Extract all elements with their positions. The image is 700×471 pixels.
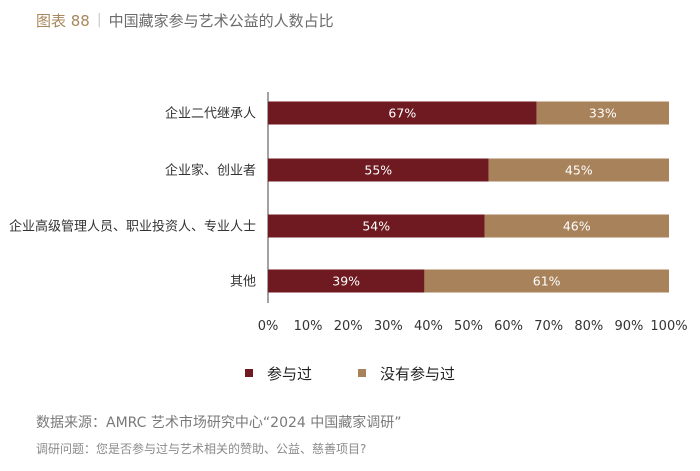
x-tick-label: 20% [334, 319, 363, 334]
title-divider: | [96, 12, 102, 28]
bar-participated [268, 269, 425, 293]
figure-title: 中国藏家参与艺术公益的人数占比 [108, 11, 334, 30]
x-tick-label: 40% [414, 319, 443, 334]
x-tick-label: 70% [534, 319, 563, 334]
x-tick-label: 60% [494, 319, 523, 334]
category-label: 其他 [230, 275, 256, 290]
legend-item-participated: 参与过 [244, 363, 312, 384]
data-source-note: 数据来源：AMRC 艺术市场研究中心“2024 中国藏家调研” [36, 415, 402, 431]
bar-not-participated [536, 101, 669, 125]
figure-header: 图表 88 | 中国藏家参与艺术公益的人数占比 [36, 8, 334, 32]
bar-value-label-not-participated: 61% [533, 274, 561, 289]
x-tick-label: 30% [374, 319, 403, 334]
x-tick-label: 0% [258, 319, 279, 334]
bar-value-label-not-participated: 46% [563, 219, 591, 234]
category-label: 企业高级管理人员、职业投资人、专业人士 [9, 219, 256, 235]
x-tick-label: 80% [574, 319, 603, 334]
category-label: 企业家、创业者 [165, 163, 256, 179]
stacked-bar-chart: 企业二代继承人 67% 33% 企业家、创业者 55% 45% 企业高级管理人员、职业投资人… [9, 92, 688, 334]
x-tick-label: 100% [650, 319, 687, 334]
bar-participated [268, 158, 489, 182]
bar-not-participated [488, 158, 669, 182]
legend-label-participated: 参与过 [266, 364, 312, 383]
x-tick-label: 10% [294, 319, 323, 334]
bar-not-participated [424, 269, 669, 293]
bar-value-label-not-participated: 33% [589, 106, 617, 121]
legend-swatch-not-participated [358, 369, 366, 377]
chart-legend: 参与过 没有参与过 [0, 361, 700, 385]
legend-swatch-participated [244, 369, 253, 377]
bar-value-label-participated: 54% [362, 219, 390, 234]
category-label: 企业二代继承人 [165, 106, 256, 122]
bar-not-participated [484, 214, 669, 238]
x-tick-label: 90% [614, 319, 643, 334]
bar-participated [268, 101, 537, 125]
legend-item-not-participated: 没有参与过 [358, 363, 455, 384]
x-tick-label: 50% [454, 319, 483, 334]
bar-value-label-not-participated: 45% [565, 163, 593, 178]
survey-question-note: 调研问题：您是否参与过与艺术相关的赞助、公益、慈善项目? [36, 442, 367, 456]
bar-value-label-participated: 39% [332, 274, 360, 289]
legend-label-not-participated: 没有参与过 [380, 364, 456, 383]
figure-number: 图表 88 [36, 11, 90, 30]
bar-value-label-participated: 67% [388, 106, 416, 121]
bar-participated [268, 214, 485, 238]
bar-value-label-participated: 55% [364, 163, 392, 178]
